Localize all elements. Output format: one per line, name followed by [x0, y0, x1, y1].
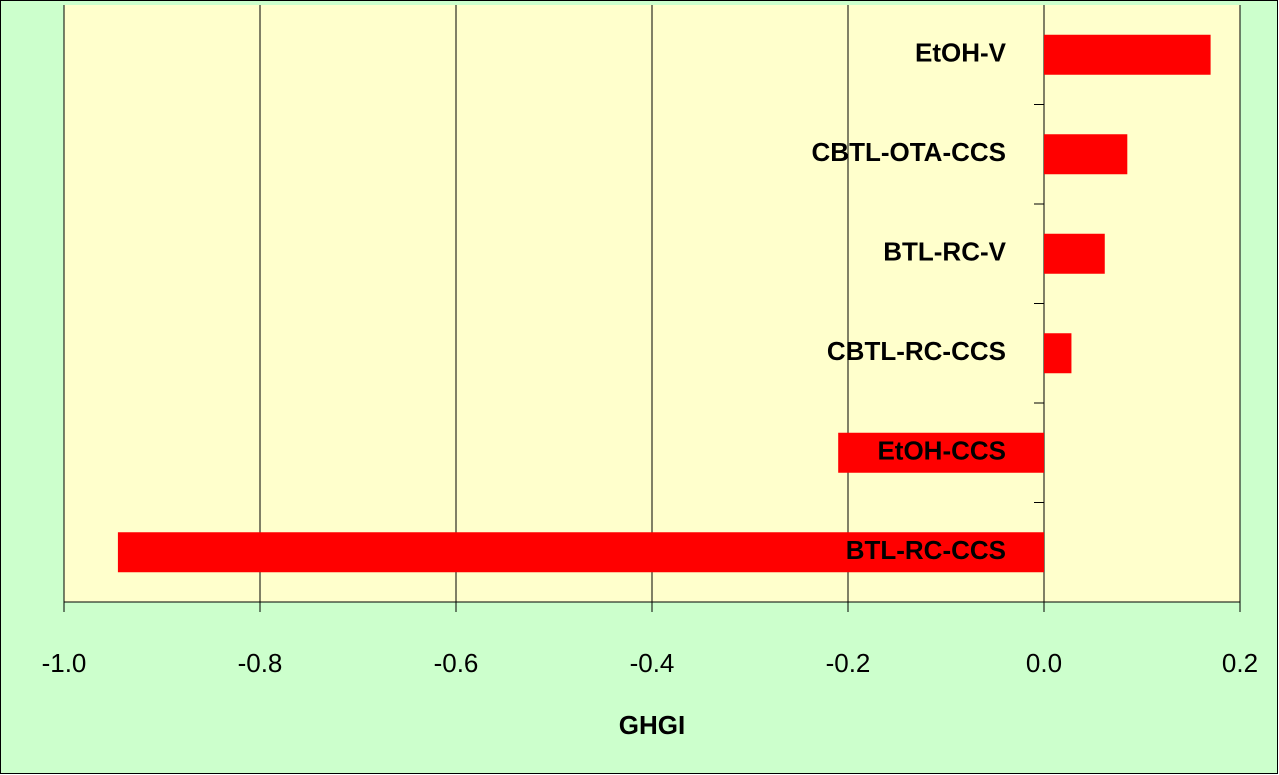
category-label: CBTL-OTA-CCS: [812, 137, 1006, 167]
x-tick-label: 0.0: [1026, 648, 1062, 678]
x-tick-label: -1.0: [42, 648, 87, 678]
x-axis-title: GHGI: [619, 710, 685, 740]
x-tick-label: -0.6: [434, 648, 479, 678]
x-tick-label: -0.2: [826, 648, 871, 678]
bar: [838, 432, 1044, 473]
category-label: CBTL-RC-CCS: [827, 336, 1006, 366]
x-tick-label: -0.4: [630, 648, 675, 678]
bar: [1044, 333, 1072, 374]
bar: [1044, 34, 1211, 75]
category-label: BTL-RC-V: [883, 237, 1006, 267]
category-label: EtOH-V: [915, 38, 1007, 68]
bar: [1044, 134, 1128, 175]
x-tick-label: -0.8: [238, 648, 283, 678]
category-label: BTL-RC-CCS: [846, 535, 1006, 565]
x-tick-label: 0.2: [1222, 648, 1258, 678]
category-label: EtOH-CCS: [877, 436, 1006, 466]
bar: [117, 532, 1044, 573]
bar: [1044, 233, 1105, 274]
